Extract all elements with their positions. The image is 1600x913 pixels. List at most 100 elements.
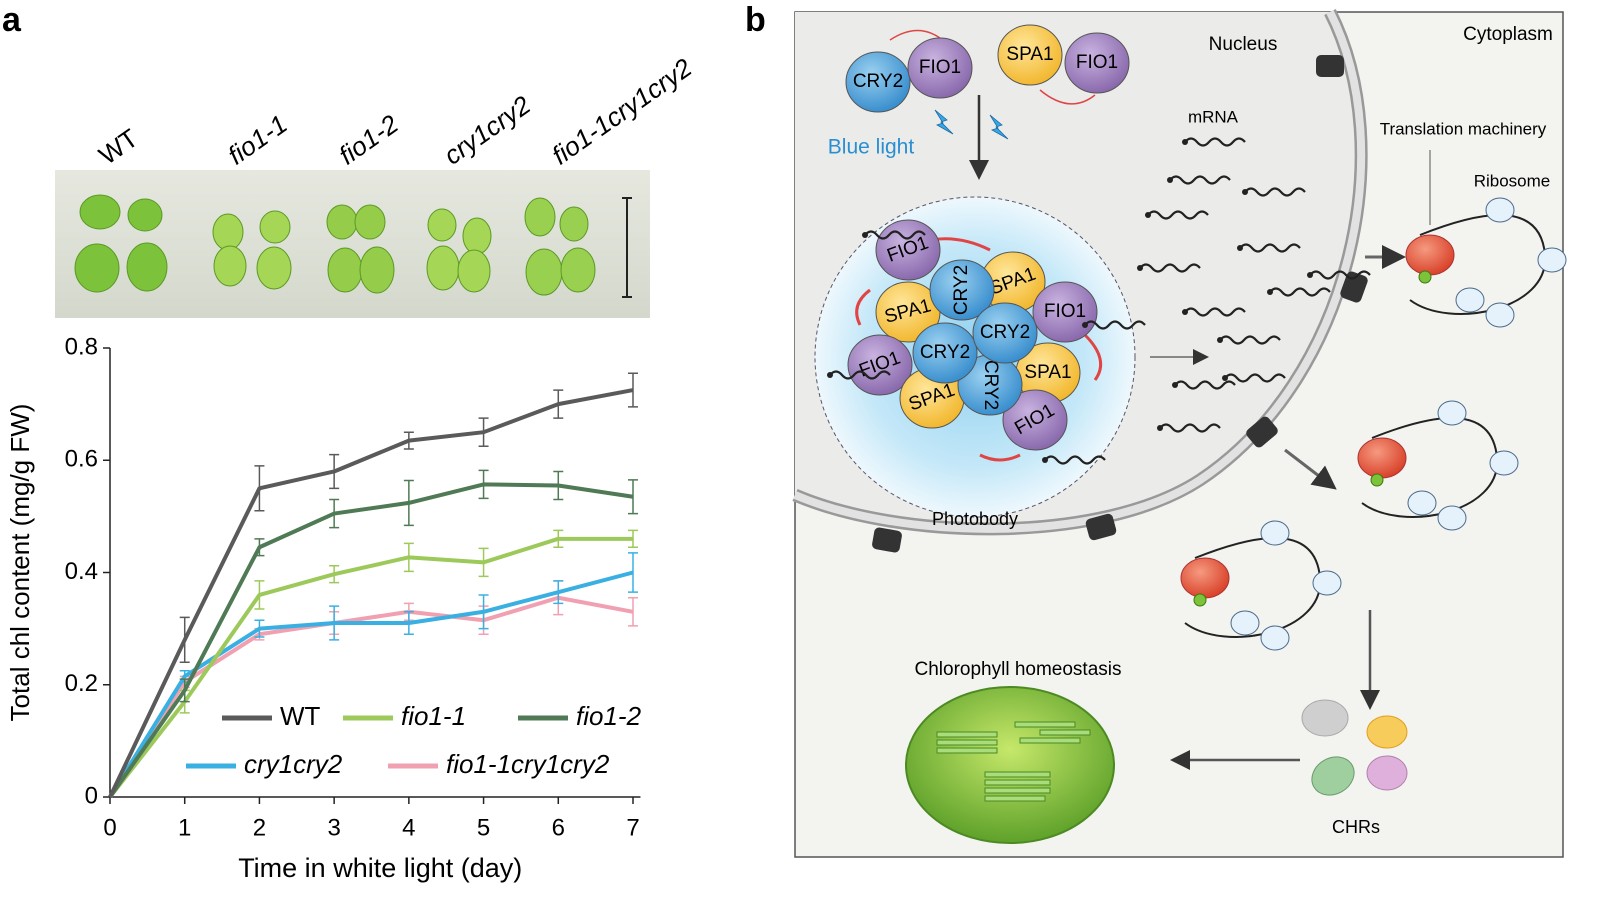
mrna: [1269, 287, 1331, 297]
ribosome: [1230, 610, 1260, 636]
y-tick-label: 0.8: [65, 333, 98, 360]
m6a: [1370, 473, 1384, 487]
mrna-cap: [1182, 139, 1188, 145]
protein: [1032, 281, 1098, 343]
genotype-label: WT: [93, 123, 143, 171]
mrna-cap: [1172, 382, 1178, 388]
mrna-cap: [1217, 337, 1223, 343]
ribosome: [1437, 505, 1467, 531]
legend-label: cry1cry2: [244, 749, 343, 779]
ribosome: [1455, 287, 1485, 313]
mrna: [1244, 187, 1306, 197]
protein: [1002, 389, 1068, 451]
mrna: [1309, 270, 1371, 280]
protein-label: FIO1: [1044, 301, 1086, 322]
mrna: [1174, 380, 1236, 390]
x-tick-label: 6: [552, 814, 565, 841]
x-tick-label: 0: [103, 814, 116, 841]
diagram-label: mRNA: [1188, 107, 1239, 126]
mrna: [1159, 423, 1221, 433]
diagram-label: Cytoplasm: [1463, 24, 1553, 45]
ribosome: [1260, 520, 1290, 546]
diagram-label: CHRs: [1332, 817, 1380, 837]
mrna-cap: [1182, 309, 1188, 315]
protein-label: SPA1: [1006, 44, 1053, 65]
genotype-label: fio1-1cry1cry2: [546, 52, 697, 171]
series-line: [108, 482, 634, 799]
mrna-cap: [1042, 457, 1048, 463]
mrna-cap: [1145, 212, 1151, 218]
mrna: [1219, 335, 1281, 345]
genotype-label: fio1-1: [222, 109, 292, 171]
series-line: [108, 595, 634, 799]
y-tick-label: 0.4: [65, 558, 98, 585]
ribosome: [1312, 570, 1342, 596]
x-tick-label: 4: [402, 814, 415, 841]
ribosome-subunit: [1180, 557, 1230, 599]
ribosome: [1437, 400, 1467, 426]
y-tick-label: 0.6: [65, 446, 98, 473]
mrna: [1184, 307, 1246, 317]
protein-label: CRY2: [980, 360, 1001, 410]
legend-label: WT: [280, 701, 321, 731]
diagram-label: Translation machinery: [1380, 119, 1547, 138]
series-line: [108, 536, 633, 799]
protein: [972, 302, 1038, 364]
protein: [997, 24, 1063, 86]
protein-label: CRY2: [920, 342, 970, 363]
y-tick-label: 0.2: [65, 670, 98, 697]
mrna-cap: [1267, 289, 1273, 295]
ribosome: [1485, 197, 1515, 223]
genotype-label: fio1-2: [333, 108, 404, 170]
protein-label: SPA1: [1024, 362, 1071, 383]
ribosome: [1407, 490, 1437, 516]
mrna-cap: [1157, 425, 1163, 431]
protein: [1064, 32, 1130, 94]
mrna: [829, 370, 891, 380]
mrna-cap: [1137, 265, 1143, 271]
error-bar: [628, 479, 638, 515]
ribosome: [1485, 302, 1515, 328]
seedling-photo: [55, 170, 650, 318]
series-line: [108, 388, 634, 798]
x-tick-label: 2: [253, 814, 266, 841]
mrna: [1169, 175, 1231, 185]
mrna: [1224, 373, 1286, 383]
x-tick-label: 3: [327, 814, 340, 841]
error-bar: [628, 372, 638, 408]
protein: [907, 37, 973, 99]
mrna-cap: [862, 232, 868, 238]
y-tick-label: 0: [85, 782, 98, 809]
mrna: [1044, 455, 1106, 465]
protein-label: CRY2: [980, 322, 1030, 343]
mrna-cap: [1242, 189, 1248, 195]
mrna-cap: [1307, 272, 1313, 278]
diagram-label: Nucleus: [1209, 34, 1278, 55]
protein-label: FIO1: [1076, 52, 1118, 73]
mrna: [1084, 320, 1146, 330]
mrna-cap: [1082, 322, 1088, 328]
diagram-label: Ribosome: [1474, 171, 1551, 190]
protein: [929, 259, 995, 321]
mrna: [864, 230, 926, 240]
panel-label: b: [745, 1, 766, 39]
m6a: [1193, 593, 1207, 607]
ribosome-subunit: [1357, 437, 1407, 479]
genotype-label: cry1cry2: [438, 89, 536, 170]
x-tick-label: 1: [178, 814, 191, 841]
protein-label: FIO1: [919, 57, 961, 78]
x-axis-label: Time in white light (day): [238, 853, 522, 883]
diagram-label: Blue light: [828, 136, 915, 159]
panel-label: a: [2, 1, 22, 39]
legend-label: fio1-1: [401, 701, 466, 731]
mrna: [1239, 243, 1301, 253]
y-axis-label: Total chl content (mg/g FW): [5, 404, 35, 722]
mrna-cap: [1222, 375, 1228, 381]
ribosome-subunit: [1405, 234, 1455, 276]
x-tick-label: 7: [626, 814, 639, 841]
legend-label: fio1-2: [576, 701, 642, 731]
x-tick-label: 5: [477, 814, 490, 841]
legend-label: fio1-1cry1cry2: [446, 749, 610, 779]
diagram-label: Photobody: [932, 509, 1018, 529]
